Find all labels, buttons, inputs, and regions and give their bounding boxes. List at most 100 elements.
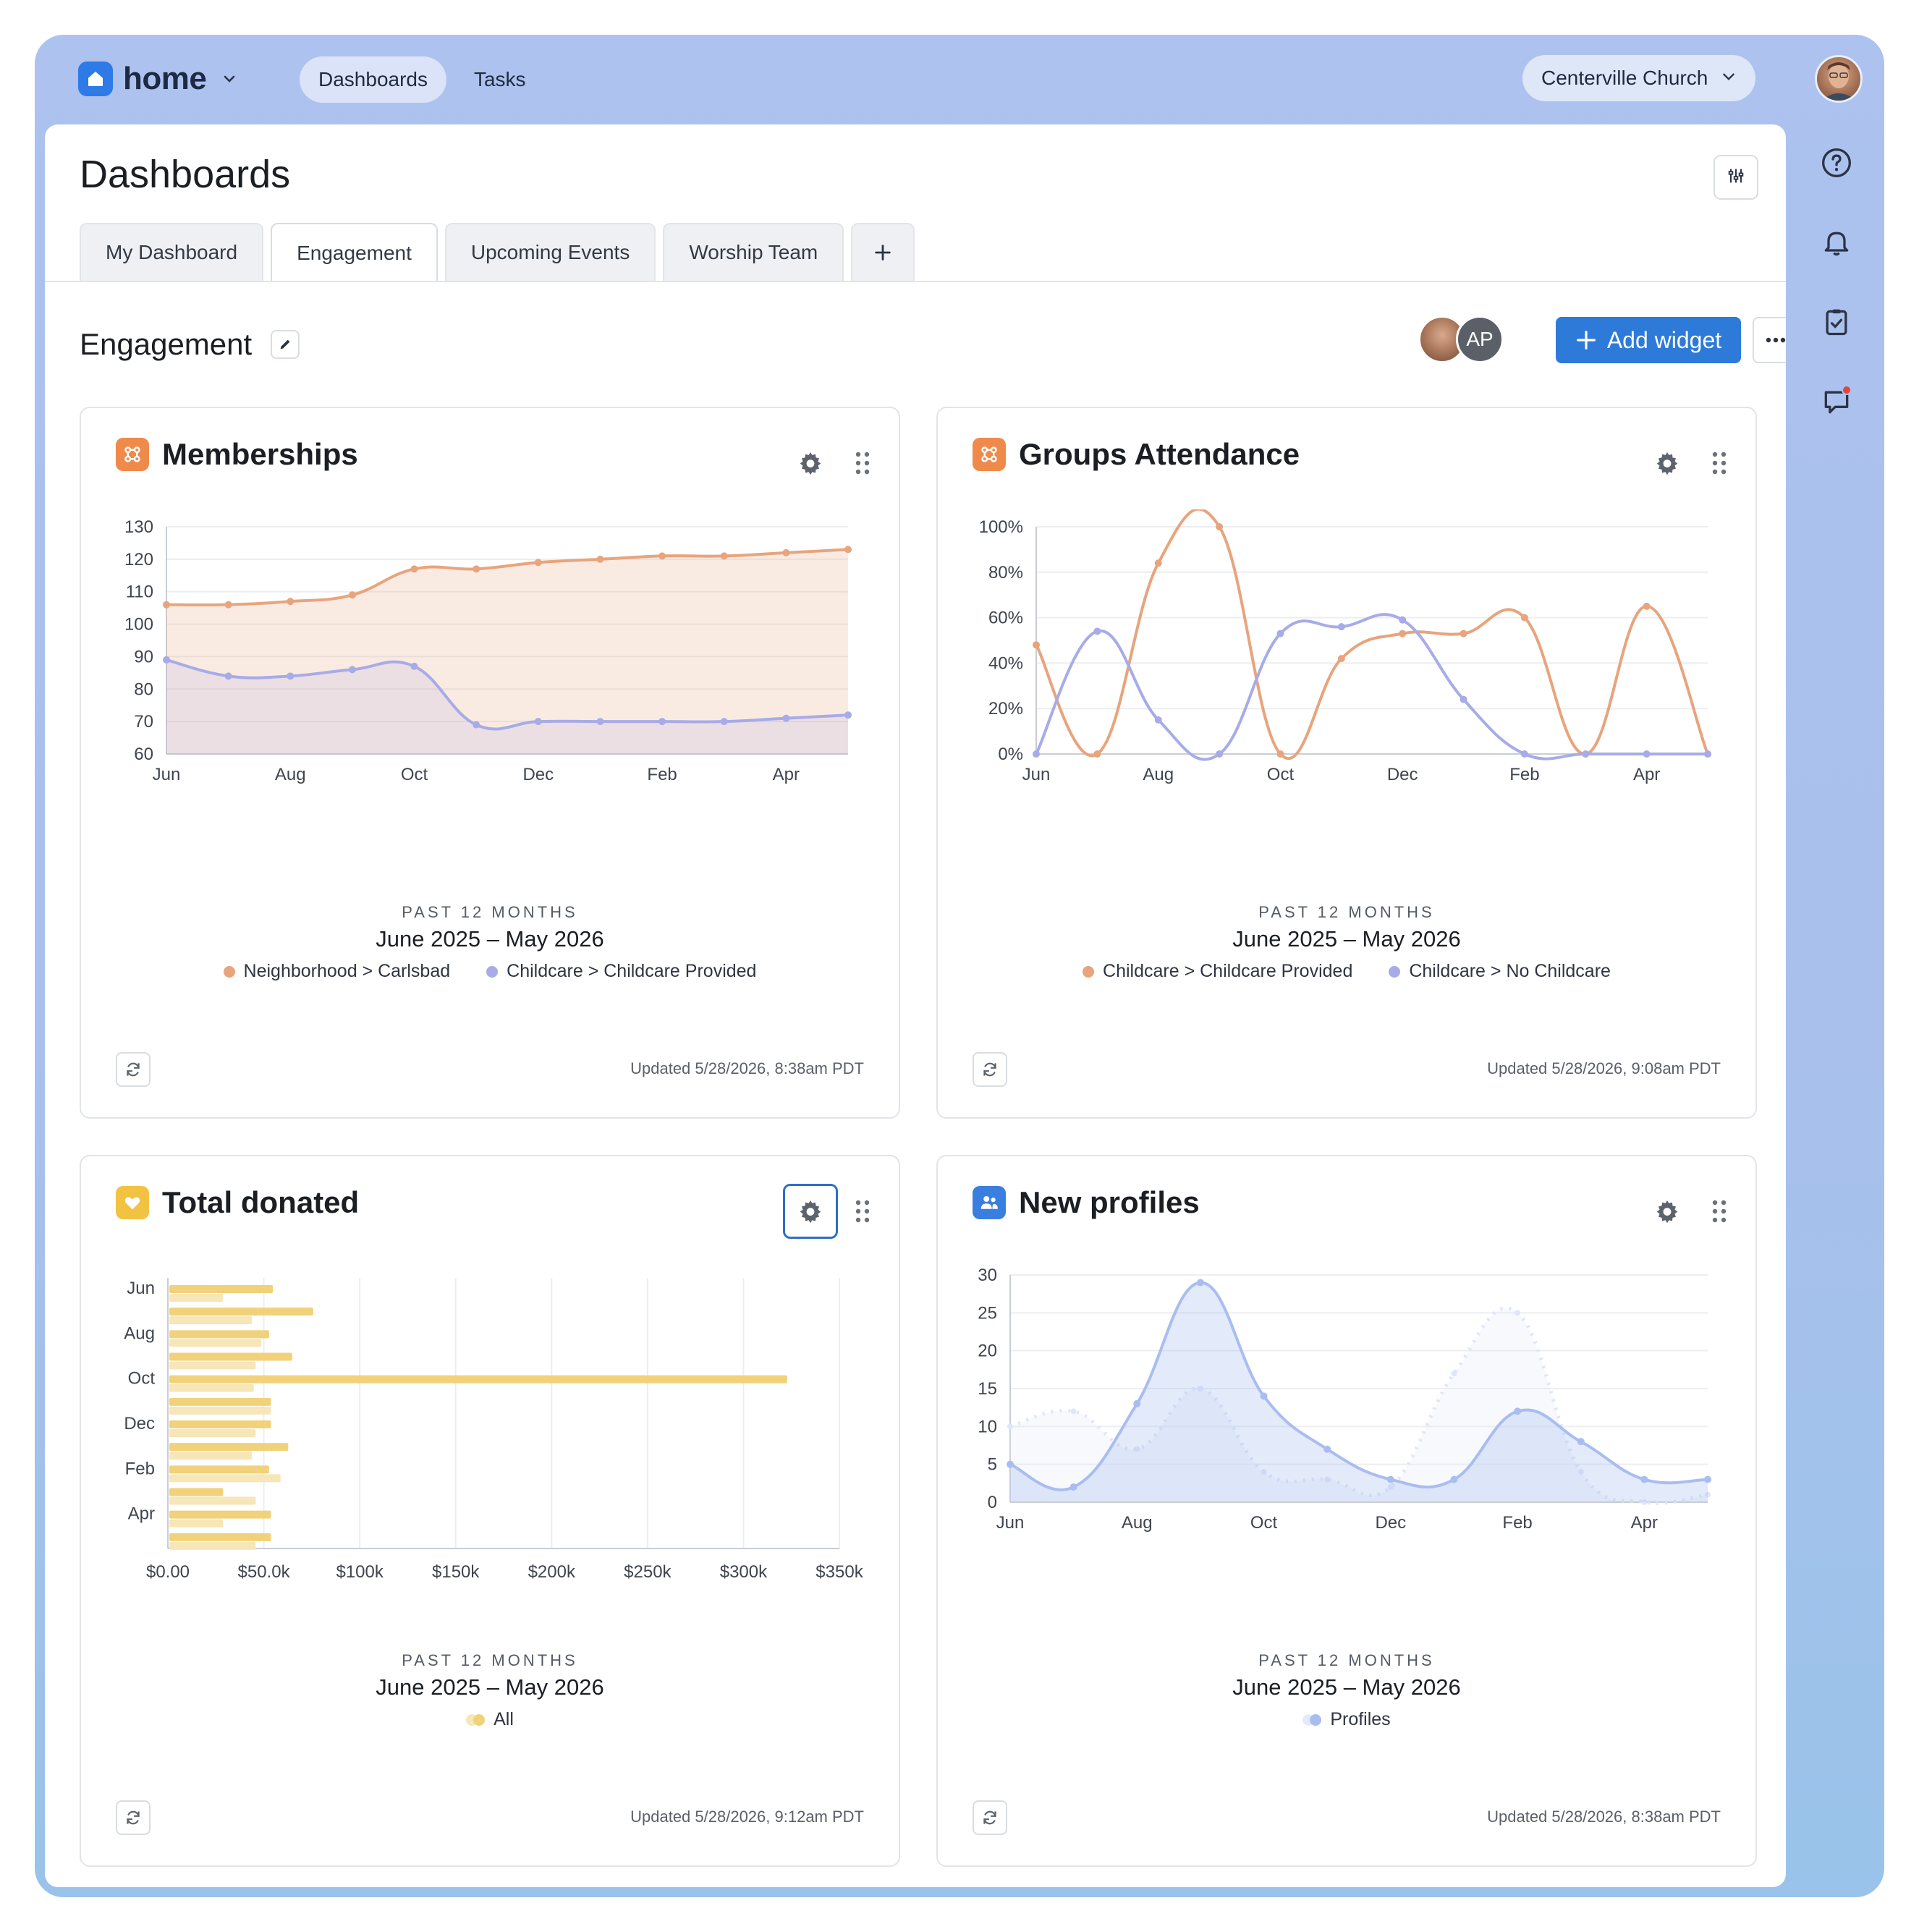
- add-tab-button[interactable]: [851, 223, 915, 281]
- tab-my-dashboard[interactable]: My Dashboard: [80, 223, 264, 281]
- refresh-icon: [127, 1062, 140, 1077]
- data-point: [1641, 1499, 1648, 1505]
- drag-handle-icon[interactable]: [1698, 436, 1741, 491]
- data-point: [844, 711, 852, 719]
- organization-name: Centerville Church: [1541, 67, 1708, 89]
- add-widget-label: Add widget: [1606, 326, 1722, 353]
- y-tick-label: Aug: [124, 1323, 155, 1343]
- series-area: [166, 549, 848, 754]
- gear-icon: [1656, 1200, 1678, 1224]
- chart-legend: Profiles: [938, 1709, 1755, 1730]
- refresh-button[interactable]: [973, 1052, 1007, 1087]
- widget-title: New profiles: [1019, 1185, 1200, 1219]
- series-area: [166, 659, 848, 754]
- widget-total-donated: Total donated $0.00 $50.0k $100k $150k $200k…: [80, 1155, 900, 1867]
- user-avatar[interactable]: [1815, 55, 1863, 103]
- y-tick-label: 25: [978, 1303, 997, 1323]
- data-point: [1323, 1445, 1331, 1453]
- data-point: [1196, 1279, 1204, 1287]
- y-tick-label: 130: [124, 517, 153, 537]
- tasks-clipboard-icon[interactable]: [1817, 302, 1856, 342]
- x-tick-label: Feb: [1509, 765, 1539, 784]
- x-tick-label: Feb: [1502, 1513, 1532, 1533]
- data-point: [410, 565, 418, 573]
- period-label: PAST 12 MONTHS: [402, 1651, 578, 1669]
- data-point: [1515, 1310, 1521, 1316]
- refresh-button[interactable]: [973, 1800, 1007, 1835]
- bar-previous: [169, 1406, 271, 1415]
- data-point: [473, 721, 480, 729]
- data-point: [163, 656, 170, 664]
- nav-tab-dashboards[interactable]: Dashboards: [300, 56, 446, 103]
- data-point: [1033, 750, 1040, 758]
- data-point: [1134, 1446, 1140, 1452]
- drag-handle-icon[interactable]: [1698, 1184, 1741, 1239]
- brand-menu[interactable]: home: [78, 56, 237, 101]
- y-tick-label: 120: [124, 550, 153, 569]
- refresh-icon: [983, 1062, 996, 1077]
- legend-item[interactable]: Childcare > Childcare Provided: [486, 961, 756, 982]
- legend-swatch: [1302, 1713, 1322, 1726]
- x-tick-label: Aug: [1122, 1513, 1153, 1533]
- data-point: [1069, 1483, 1077, 1491]
- section-title: Engagement: [80, 327, 253, 361]
- dashboard-settings-button[interactable]: [1713, 155, 1758, 200]
- bar-previous: [169, 1384, 254, 1392]
- groups-attendance-chart: 0% 20% 40% 60% 80% 100% Jun Aug Oct Dec Feb Apr: [979, 509, 1711, 784]
- widget-settings-button[interactable]: [1640, 436, 1695, 491]
- data-point: [1093, 627, 1101, 635]
- widget-header: Groups Attendance: [973, 437, 1300, 472]
- legend-item[interactable]: Neighborhood > Carlsbad: [223, 961, 450, 982]
- memberships-chart: 60 70 80 90 100 110 120 130 Jun Aug Oct Dec Feb Apr: [124, 517, 852, 784]
- notification-dot: [1842, 385, 1852, 395]
- widget-settings-button[interactable]: [783, 1184, 838, 1239]
- data-point: [1582, 750, 1590, 758]
- tab-upcoming-events[interactable]: Upcoming Events: [444, 223, 656, 281]
- drag-handle-icon[interactable]: [841, 1184, 884, 1239]
- data-point: [1216, 523, 1224, 530]
- period-label: PAST 12 MONTHS: [1258, 1651, 1435, 1669]
- tab-engagement[interactable]: Engagement: [271, 223, 438, 282]
- refresh-button[interactable]: [116, 1800, 151, 1835]
- x-tick-label: Aug: [1143, 765, 1174, 784]
- drag-handle-icon[interactable]: [841, 436, 884, 491]
- series-area: [1010, 1282, 1708, 1502]
- collaborators[interactable]: AP: [1418, 315, 1504, 363]
- data-point: [287, 672, 295, 680]
- bar: [169, 1465, 269, 1474]
- widget-settings-button[interactable]: [1640, 1184, 1695, 1239]
- top-nav: Dashboards Tasks: [300, 56, 545, 103]
- y-tick-label: 15: [978, 1379, 997, 1399]
- total-donated-chart: $0.00 $50.0k $100k $150k $200k $250k $300k $350…: [124, 1278, 864, 1582]
- y-tick-label: 0%: [998, 745, 1023, 764]
- data-point: [1520, 614, 1528, 622]
- tabs-divider: [45, 281, 1786, 282]
- data-point: [1033, 641, 1040, 649]
- messages-icon[interactable]: [1817, 382, 1856, 421]
- help-icon[interactable]: [1817, 143, 1856, 182]
- legend-item[interactable]: Profiles: [1302, 1709, 1391, 1730]
- refresh-button[interactable]: [116, 1052, 151, 1087]
- data-point: [1387, 1484, 1394, 1491]
- legend-item[interactable]: Childcare > No Childcare: [1389, 961, 1611, 982]
- tab-worship-team[interactable]: Worship Team: [663, 223, 844, 281]
- legend-item[interactable]: All: [466, 1709, 514, 1730]
- data-point: [1399, 616, 1407, 624]
- widget-settings-button[interactable]: [783, 436, 838, 491]
- legend-item[interactable]: Childcare > Childcare Provided: [1083, 961, 1352, 982]
- add-widget-button[interactable]: Add widget: [1556, 317, 1741, 363]
- y-tick-label: 10: [978, 1417, 997, 1436]
- bell-icon[interactable]: [1817, 223, 1856, 262]
- data-point: [1514, 1407, 1522, 1415]
- widget-new-profiles: New profiles 0 5 10 15 20 25 30 Jun Aug Oct Dec Feb…: [936, 1155, 1757, 1867]
- data-point: [1133, 1399, 1141, 1407]
- organization-select[interactable]: Centerville Church: [1522, 55, 1755, 101]
- y-tick-label: 100: [124, 615, 153, 635]
- widget-memberships: Memberships 60 70 80 90 100 110 120 130 Jun Aug Oc…: [80, 407, 900, 1119]
- more-options-button[interactable]: [1753, 317, 1786, 363]
- edit-title-button[interactable]: [271, 330, 300, 359]
- x-tick-label: $150k: [432, 1562, 480, 1582]
- pencil-icon: [280, 339, 290, 349]
- nav-tab-tasks[interactable]: Tasks: [473, 68, 526, 90]
- y-tick-label: 110: [126, 582, 153, 602]
